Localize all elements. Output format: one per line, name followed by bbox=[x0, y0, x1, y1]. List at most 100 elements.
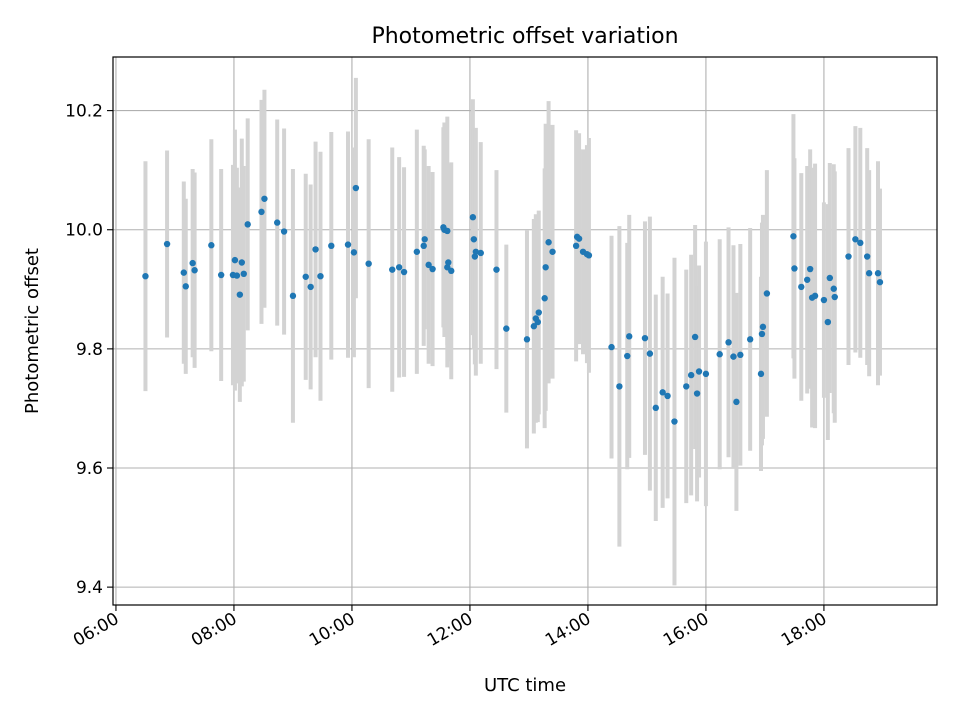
data-point bbox=[493, 266, 500, 273]
data-point bbox=[231, 256, 239, 264]
errorbar-series bbox=[143, 77, 882, 586]
data-point bbox=[217, 271, 225, 279]
x-axis-label: UTC time bbox=[484, 675, 566, 696]
data-point bbox=[425, 261, 432, 269]
data-point bbox=[830, 285, 837, 292]
data-point bbox=[806, 265, 814, 273]
data-point bbox=[616, 383, 623, 390]
data-point bbox=[624, 352, 631, 360]
data-point bbox=[421, 236, 428, 243]
data-point bbox=[865, 270, 873, 277]
data-point bbox=[542, 264, 549, 271]
data-point bbox=[530, 323, 538, 330]
data-point bbox=[659, 389, 666, 396]
data-point bbox=[448, 267, 455, 275]
data-point bbox=[191, 267, 198, 274]
data-point bbox=[863, 253, 871, 260]
x-tick-label: 16:00 bbox=[660, 609, 712, 651]
data-point bbox=[472, 248, 480, 255]
data-point bbox=[874, 270, 882, 277]
data-point bbox=[608, 343, 615, 351]
data-point bbox=[811, 292, 819, 300]
data-point bbox=[730, 353, 737, 360]
data-point bbox=[365, 260, 372, 267]
data-point bbox=[671, 418, 678, 425]
data-point bbox=[180, 269, 187, 276]
data-point bbox=[545, 239, 552, 246]
data-point bbox=[820, 296, 828, 304]
data-point bbox=[208, 242, 215, 249]
x-tick-label: 12:00 bbox=[424, 609, 476, 651]
x-tick-label: 06:00 bbox=[70, 609, 122, 651]
data-point bbox=[646, 350, 654, 357]
data-point bbox=[759, 323, 767, 331]
x-tick-label: 08:00 bbox=[188, 609, 240, 651]
data-point bbox=[746, 336, 754, 343]
data-point bbox=[716, 351, 723, 358]
data-point bbox=[733, 398, 740, 406]
data-point bbox=[845, 253, 852, 260]
data-point bbox=[575, 235, 583, 242]
data-point bbox=[641, 334, 649, 342]
data-point bbox=[274, 219, 281, 226]
data-point bbox=[420, 242, 427, 250]
data-point bbox=[280, 228, 288, 235]
data-point bbox=[470, 236, 478, 243]
data-point bbox=[189, 259, 196, 267]
data-point bbox=[737, 351, 744, 359]
data-point bbox=[691, 333, 699, 341]
data-point bbox=[395, 264, 403, 271]
chart-title: Photometric offset variation bbox=[371, 24, 678, 49]
data-point bbox=[240, 270, 247, 278]
data-point bbox=[350, 249, 358, 256]
point-series bbox=[142, 184, 884, 425]
data-point bbox=[804, 276, 811, 283]
y-tick-label: 10.0 bbox=[65, 221, 103, 241]
data-point bbox=[798, 283, 805, 291]
x-axis: 06:00 08:00 10:00 12:00 14:00 16:00 18:00 bbox=[70, 605, 830, 651]
data-point bbox=[652, 404, 659, 412]
data-point bbox=[572, 242, 580, 250]
data-point bbox=[142, 273, 149, 280]
x-tick-label: 18:00 bbox=[778, 609, 830, 651]
data-point bbox=[757, 370, 765, 378]
data-point bbox=[549, 248, 556, 255]
data-point bbox=[302, 273, 309, 280]
data-point bbox=[824, 318, 832, 326]
data-point bbox=[317, 273, 324, 280]
data-point bbox=[445, 259, 452, 266]
data-point bbox=[503, 325, 510, 332]
data-point bbox=[352, 184, 360, 192]
x-tick-label: 14:00 bbox=[542, 609, 594, 651]
data-point bbox=[687, 371, 695, 379]
plot-frame bbox=[112, 56, 938, 606]
data-point bbox=[541, 295, 548, 302]
data-point bbox=[471, 253, 479, 260]
data-point bbox=[344, 241, 352, 248]
y-tick-label: 9.6 bbox=[76, 459, 103, 479]
data-point bbox=[389, 266, 396, 273]
data-point bbox=[328, 242, 335, 250]
y-axis: 9.4 9.6 9.8 10.0 10.2 bbox=[65, 102, 113, 598]
data-point bbox=[236, 291, 244, 298]
data-point bbox=[477, 249, 484, 257]
data-point bbox=[702, 370, 710, 378]
data-point bbox=[523, 336, 531, 343]
y-tick-label: 9.8 bbox=[76, 340, 103, 360]
data-point bbox=[238, 259, 246, 266]
data-point bbox=[307, 283, 314, 291]
x-tick-label: 10:00 bbox=[306, 609, 358, 651]
data-point bbox=[826, 274, 834, 282]
data-point bbox=[429, 265, 436, 273]
data-point bbox=[585, 252, 593, 259]
data-point bbox=[758, 330, 766, 338]
data-point bbox=[664, 392, 671, 400]
data-point bbox=[535, 309, 542, 316]
data-point bbox=[182, 283, 189, 290]
data-point bbox=[261, 195, 268, 202]
data-point bbox=[791, 265, 798, 272]
data-point bbox=[289, 292, 297, 300]
data-point bbox=[763, 290, 771, 297]
data-point bbox=[695, 368, 703, 375]
